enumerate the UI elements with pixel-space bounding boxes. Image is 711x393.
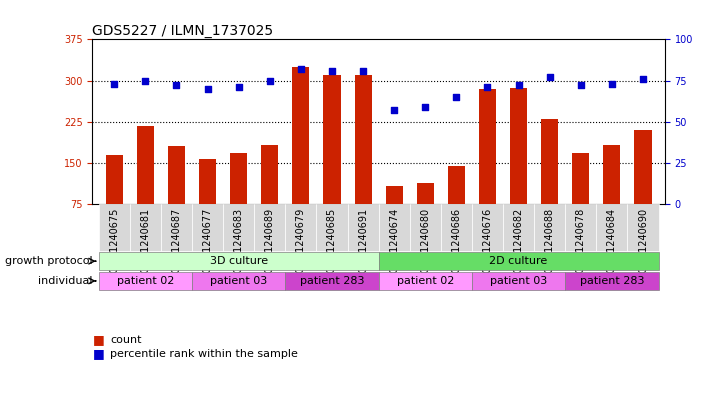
Bar (541, 119, 558, 204)
FancyBboxPatch shape (316, 204, 348, 251)
Text: GSM1240691: GSM1240691 (358, 208, 368, 273)
Point (109, 81, 120, 87)
Bar (385, 186, 402, 204)
FancyBboxPatch shape (379, 252, 658, 270)
FancyBboxPatch shape (410, 204, 441, 251)
FancyBboxPatch shape (223, 204, 255, 251)
FancyBboxPatch shape (130, 204, 161, 251)
Bar (510, 88, 527, 204)
FancyBboxPatch shape (534, 204, 565, 251)
FancyBboxPatch shape (503, 204, 534, 251)
Text: patient 03: patient 03 (490, 276, 547, 286)
Bar (199, 159, 216, 204)
FancyBboxPatch shape (99, 252, 379, 270)
Text: GSM1240676: GSM1240676 (483, 208, 493, 273)
Bar (292, 67, 309, 204)
Bar (261, 145, 278, 204)
Text: patient 02: patient 02 (117, 276, 174, 286)
Text: individual: individual (38, 276, 92, 286)
Text: GSM1240681: GSM1240681 (140, 208, 150, 273)
Point (637, 76, 648, 82)
Bar (448, 166, 465, 204)
Text: 3D culture: 3D culture (210, 256, 268, 266)
Bar (572, 153, 589, 204)
Text: GSM1240677: GSM1240677 (203, 208, 213, 273)
FancyBboxPatch shape (628, 204, 658, 251)
Bar (479, 89, 496, 204)
Bar (137, 126, 154, 204)
Text: GSM1240686: GSM1240686 (451, 208, 461, 273)
FancyBboxPatch shape (379, 204, 410, 251)
Point (295, 66, 306, 72)
FancyBboxPatch shape (285, 204, 316, 251)
Text: GSM1240687: GSM1240687 (171, 208, 181, 273)
Point (326, 68, 338, 74)
Point (358, 68, 369, 74)
Bar (106, 155, 123, 204)
Text: count: count (110, 335, 141, 345)
FancyBboxPatch shape (379, 272, 472, 290)
FancyBboxPatch shape (285, 272, 379, 290)
Text: ■: ■ (92, 347, 105, 360)
Point (451, 94, 462, 100)
Text: GDS5227 / ILMN_1737025: GDS5227 / ILMN_1737025 (92, 24, 274, 38)
Text: GSM1240684: GSM1240684 (607, 208, 617, 273)
Text: GSM1240682: GSM1240682 (513, 208, 523, 273)
Bar (230, 153, 247, 204)
Text: GSM1240683: GSM1240683 (234, 208, 244, 273)
Point (264, 77, 275, 84)
Bar (324, 75, 341, 204)
FancyBboxPatch shape (597, 204, 628, 251)
Point (606, 81, 618, 87)
Text: percentile rank within the sample: percentile rank within the sample (110, 349, 298, 359)
Bar (417, 183, 434, 204)
FancyBboxPatch shape (472, 204, 503, 251)
Text: GSM1240675: GSM1240675 (109, 208, 119, 273)
FancyBboxPatch shape (565, 204, 597, 251)
Bar (168, 147, 185, 204)
Point (482, 84, 493, 90)
Bar (355, 75, 372, 204)
FancyBboxPatch shape (192, 204, 223, 251)
Text: GSM1240678: GSM1240678 (576, 208, 586, 273)
Text: ■: ■ (92, 333, 105, 347)
Text: growth protocol: growth protocol (5, 256, 92, 266)
Point (388, 107, 400, 113)
FancyBboxPatch shape (472, 272, 565, 290)
FancyBboxPatch shape (99, 204, 130, 251)
Bar (604, 145, 621, 204)
FancyBboxPatch shape (192, 272, 285, 290)
Text: GSM1240679: GSM1240679 (296, 208, 306, 273)
FancyBboxPatch shape (161, 204, 192, 251)
FancyBboxPatch shape (255, 204, 285, 251)
FancyBboxPatch shape (441, 204, 472, 251)
Point (575, 82, 587, 88)
Text: patient 283: patient 283 (579, 276, 644, 286)
Text: GSM1240689: GSM1240689 (264, 208, 274, 273)
Point (513, 82, 524, 88)
Point (544, 74, 555, 80)
Text: patient 03: patient 03 (210, 276, 267, 286)
Text: GSM1240688: GSM1240688 (545, 208, 555, 273)
Text: GSM1240690: GSM1240690 (638, 208, 648, 273)
FancyBboxPatch shape (565, 272, 658, 290)
Point (233, 84, 245, 90)
Bar (634, 130, 651, 204)
Point (171, 82, 182, 88)
Point (202, 86, 213, 92)
Text: patient 283: patient 283 (300, 276, 364, 286)
Point (419, 104, 431, 110)
Text: GSM1240674: GSM1240674 (389, 208, 399, 273)
Text: patient 02: patient 02 (397, 276, 454, 286)
FancyBboxPatch shape (348, 204, 379, 251)
Point (139, 77, 151, 84)
FancyBboxPatch shape (99, 272, 192, 290)
Text: GSM1240680: GSM1240680 (420, 208, 430, 273)
Text: GSM1240685: GSM1240685 (327, 208, 337, 273)
Text: 2D culture: 2D culture (489, 256, 547, 266)
